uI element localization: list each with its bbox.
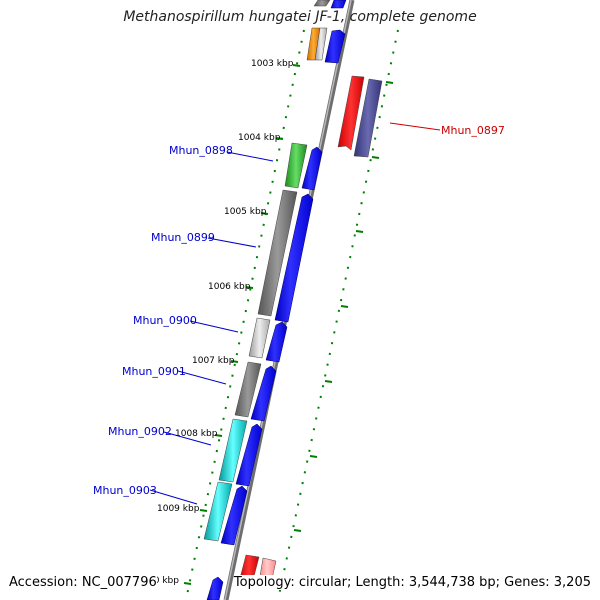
gene-mhun-0901-gray (234, 361, 262, 418)
gene-label-mhun-0898: Mhun_0898 (169, 144, 233, 157)
tick-track-inner (185, 29, 305, 600)
tick-label: 10 kbp (148, 576, 179, 586)
label-leaders (149, 122, 441, 505)
major-ticks (183, 64, 394, 585)
tick-labels: 1003 kbp 1004 kbp 1005 kbp 1006 kbp 1007… (148, 59, 294, 586)
gene-mhun-0900-light (248, 317, 271, 359)
gene-mhun-0899-gray (257, 189, 298, 317)
gene-mhun-0903-cyan (203, 481, 233, 542)
gene-mhun-0898-green (284, 142, 308, 189)
blue-arrow-0901 (250, 365, 277, 422)
blue-arrow-top-1 (330, 0, 347, 9)
tick-label: 1003 kbp (251, 59, 294, 69)
blue-arrow-bottom (206, 576, 224, 600)
tick-label: 1009 kbp (157, 504, 200, 514)
blue-arrow-0902 (235, 423, 263, 487)
gene-mhun-0897-red (337, 75, 365, 151)
gene-mhun-0902-cyan (218, 418, 248, 483)
blue-arrow-0900 (265, 321, 288, 363)
gene-top-gray (313, 0, 331, 7)
blue-arrow-0903 (220, 485, 248, 546)
blue-arrow-0898 (301, 146, 323, 191)
gene-label-mhun-0902: Mhun_0902 (108, 425, 172, 438)
gene-labels: Mhun_0897 Mhun_0898 Mhun_0899 Mhun_0900 … (93, 124, 505, 497)
tick-label: 1008 kbp (175, 429, 218, 439)
topology-text: Topology: circular; Length: 3,544,738 bp… (233, 575, 591, 590)
accession-text: Accession: NC_007796 (9, 575, 157, 590)
tick-track-outer (277, 29, 399, 600)
gene-label-mhun-0901: Mhun_0901 (122, 365, 186, 378)
tick-label: 1004 kbp (238, 133, 281, 143)
forward-arrows (206, 0, 347, 600)
tick-label: 1005 kbp (224, 207, 267, 217)
gene-label-mhun-0899: Mhun_0899 (151, 231, 215, 244)
gene-blocks-inner (203, 0, 331, 542)
tick-label: 1007 kbp (192, 356, 235, 366)
gene-top-light (314, 27, 328, 61)
blue-arrow-0899 (274, 193, 314, 323)
gene-label-mhun-0897: Mhun_0897 (441, 124, 505, 137)
gene-label-mhun-0900: Mhun_0900 (133, 314, 197, 327)
map-title: Methanospirillum hungatei JF-1, complete… (123, 9, 477, 25)
gene-label-mhun-0903: Mhun_0903 (93, 484, 157, 497)
gene-mhun-0897-purple (353, 78, 383, 158)
tick-label: 1006 kbp (208, 282, 251, 292)
blue-arrow-top-2 (324, 29, 346, 64)
